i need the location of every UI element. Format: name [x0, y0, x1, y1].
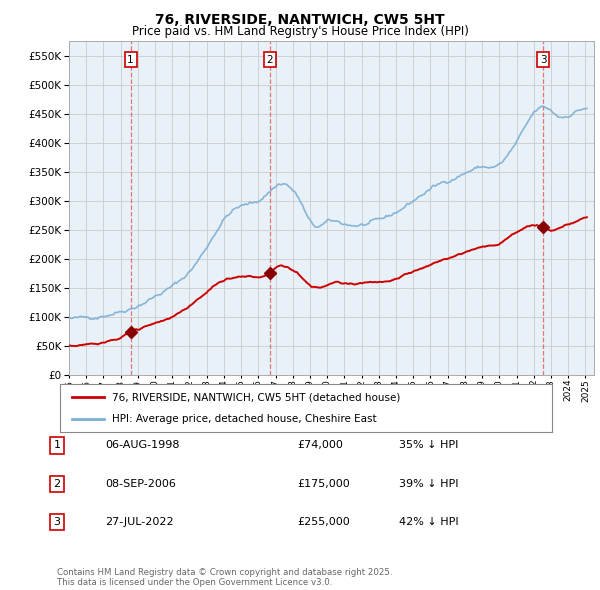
Text: 1: 1 — [53, 441, 61, 450]
Text: HPI: Average price, detached house, Cheshire East: HPI: Average price, detached house, Ches… — [112, 414, 376, 424]
Text: 35% ↓ HPI: 35% ↓ HPI — [399, 441, 458, 450]
Text: 2: 2 — [266, 55, 273, 65]
Text: £74,000: £74,000 — [297, 441, 343, 450]
Text: Contains HM Land Registry data © Crown copyright and database right 2025.
This d: Contains HM Land Registry data © Crown c… — [57, 568, 392, 587]
Text: £255,000: £255,000 — [297, 517, 350, 527]
Text: 06-AUG-1998: 06-AUG-1998 — [105, 441, 179, 450]
Text: 1: 1 — [127, 55, 134, 65]
Text: 27-JUL-2022: 27-JUL-2022 — [105, 517, 173, 527]
Text: 2: 2 — [53, 479, 61, 489]
Text: 42% ↓ HPI: 42% ↓ HPI — [399, 517, 458, 527]
Text: 08-SEP-2006: 08-SEP-2006 — [105, 479, 176, 489]
Text: Price paid vs. HM Land Registry's House Price Index (HPI): Price paid vs. HM Land Registry's House … — [131, 25, 469, 38]
Text: £175,000: £175,000 — [297, 479, 350, 489]
Text: 76, RIVERSIDE, NANTWICH, CW5 5HT (detached house): 76, RIVERSIDE, NANTWICH, CW5 5HT (detach… — [112, 392, 400, 402]
Text: 3: 3 — [53, 517, 61, 527]
Text: 3: 3 — [540, 55, 547, 65]
Text: 39% ↓ HPI: 39% ↓ HPI — [399, 479, 458, 489]
Text: 76, RIVERSIDE, NANTWICH, CW5 5HT: 76, RIVERSIDE, NANTWICH, CW5 5HT — [155, 13, 445, 27]
